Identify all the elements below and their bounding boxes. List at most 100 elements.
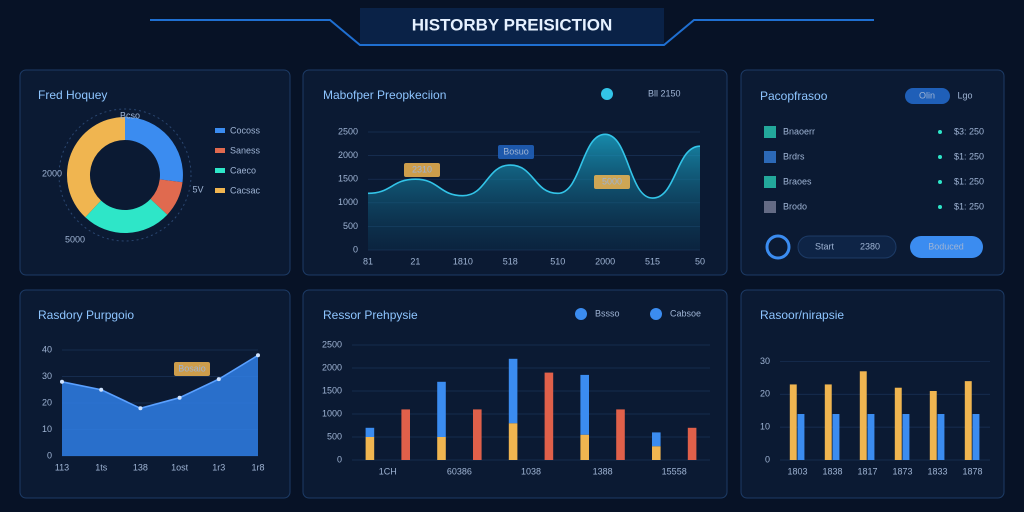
bar [508, 358, 518, 424]
pie-slice [150, 179, 183, 215]
point [177, 395, 182, 400]
y-tick-label: 0 [337, 454, 342, 464]
button-label[interactable]: Boduced [928, 241, 964, 251]
bar [797, 414, 805, 460]
legend-label: Cabsoe [670, 308, 701, 318]
bar [616, 409, 625, 460]
annotation-box [594, 175, 630, 189]
legend-dot [650, 308, 662, 320]
bar [401, 409, 410, 460]
chart-title: Fred Hoquey [38, 88, 107, 102]
start-label[interactable]: Start [815, 241, 835, 251]
legend-dot [575, 308, 587, 320]
row-value: $1: 250 [954, 151, 984, 161]
bar [964, 381, 972, 460]
bar [937, 414, 945, 460]
bar [437, 381, 446, 437]
y-tick-label: 1000 [322, 408, 342, 418]
bar [365, 427, 375, 437]
bar [859, 371, 867, 460]
legend-swatch [215, 188, 225, 193]
annotation-box [498, 145, 534, 159]
y-tick-label: 30 [760, 356, 770, 366]
row-icon [764, 151, 776, 163]
chart-title: Ressor Prehpysie [323, 308, 418, 322]
y-tick-label: 2500 [338, 126, 358, 136]
row-dot [938, 205, 942, 209]
toggle-label[interactable]: Lgo [957, 90, 972, 100]
start-field[interactable] [797, 235, 897, 259]
x-tick-label: 2000 [595, 256, 615, 266]
x-tick-label: 1873 [892, 466, 912, 476]
bar [972, 414, 980, 460]
pie-slice [66, 117, 125, 218]
point [60, 379, 64, 384]
y-tick-label: 1000 [338, 197, 358, 207]
x-tick-label: 1838 [822, 466, 842, 476]
row-dot [938, 180, 942, 184]
y-tick-label: 30 [42, 371, 52, 381]
row-label: Bnaoerr [783, 126, 815, 136]
x-tick-label: 518 [503, 256, 518, 266]
chart-title: Mabofper Preopkeciion [323, 88, 446, 102]
bar [580, 434, 589, 460]
bar [508, 423, 518, 460]
legend-label: Cacsac [230, 185, 261, 195]
x-tick-label: 1038 [521, 466, 541, 476]
point [99, 387, 104, 392]
line [367, 133, 701, 199]
bar [929, 391, 937, 460]
x-tick-label: 515 [645, 256, 660, 266]
annotation: 5000 [65, 234, 85, 244]
bar [580, 374, 589, 435]
bar [894, 387, 902, 460]
legend-label: Caeco [230, 165, 256, 175]
x-tick-label: 1803 [787, 466, 807, 476]
bar [824, 384, 832, 460]
row-label: Brodo [783, 201, 807, 211]
y-tick-label: 0 [765, 454, 770, 464]
x-tick-label: 21 [410, 256, 420, 266]
row-dot [938, 155, 942, 159]
x-tick-label: 81 [363, 256, 373, 266]
y-tick-label: 10 [42, 424, 52, 434]
x-tick-label: 1r3 [212, 462, 225, 472]
bar [687, 427, 697, 460]
bar [832, 414, 840, 460]
bar [544, 372, 554, 460]
count: 2380 [860, 241, 880, 251]
bar [473, 409, 482, 460]
row-value: $3: 250 [954, 126, 984, 136]
y-tick-label: 2000 [338, 150, 358, 160]
legend-swatch [215, 168, 225, 173]
x-tick-label: 1817 [857, 466, 877, 476]
area [62, 355, 258, 456]
bar [902, 414, 910, 460]
button[interactable] [910, 236, 983, 258]
bar [437, 437, 446, 460]
annotation-box [174, 362, 210, 376]
y-tick-label: 500 [327, 431, 342, 441]
legend-label: Saness [230, 145, 261, 155]
status-icon [765, 234, 791, 260]
y-tick-label: 2000 [322, 362, 342, 372]
annotation: Bosuo [503, 146, 529, 156]
status-title: Pacopfrasoo [760, 89, 828, 103]
bar [365, 437, 375, 460]
y-tick-label: 1500 [338, 174, 358, 184]
y-tick-label: 0 [47, 450, 52, 460]
toggle[interactable] [905, 88, 950, 104]
row-icon [764, 201, 776, 213]
y-tick-label: 10 [760, 422, 770, 432]
header-title: HISTORBY PREISICTION [412, 15, 613, 34]
row-label: Braoes [783, 176, 812, 186]
area [368, 134, 700, 250]
y-tick-label: 2500 [322, 339, 342, 349]
chart-title: Rasdory Purpgoio [38, 308, 134, 322]
y-tick-label: 20 [42, 397, 52, 407]
legend-label: Bll 2150 [648, 88, 681, 98]
toggle-label[interactable]: Olin [919, 90, 935, 100]
x-tick-label: 510 [550, 256, 565, 266]
x-tick-label: 1810 [453, 256, 473, 266]
